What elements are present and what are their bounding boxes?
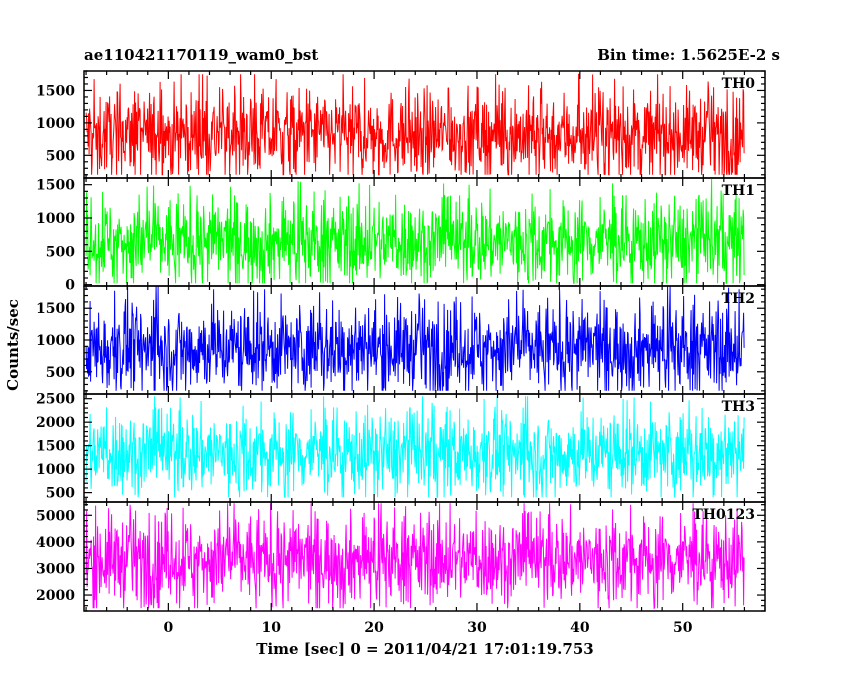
panel-th2: 500 1000 1500 TH2 — [36, 285, 766, 395]
panels-group: 500 1000 1500 TH0 0 500 1000 1500 TH1 500 1000 1500… — [36, 70, 766, 612]
y-tick-label: 500 — [46, 486, 75, 502]
y-tick-label: 1500 — [36, 178, 75, 194]
panel-label: TH0123 — [692, 507, 755, 523]
series-th0123 — [85, 503, 745, 610]
y-tick-label: 500 — [46, 148, 75, 164]
y-tick-label: 1000 — [36, 116, 75, 132]
y-tick-label: 2000 — [36, 415, 75, 431]
panel-th3: 500 1000 1500 2000 2500 TH3 — [36, 392, 766, 503]
panel-label: TH3 — [722, 399, 755, 415]
panel-label: TH1 — [722, 183, 755, 199]
y-tick-label: 1500 — [36, 301, 75, 317]
y-tick-label: 500 — [46, 244, 75, 260]
y-tick-label: 1000 — [36, 211, 75, 227]
series-th1 — [85, 178, 745, 284]
x-tick-label: 50 — [673, 620, 693, 636]
panel-label: TH0 — [722, 76, 756, 92]
panel-th0: 500 1000 1500 TH0 — [36, 70, 766, 179]
x-tick-label: 40 — [570, 620, 590, 636]
y-tick-label: 1000 — [36, 462, 75, 478]
y-tick-label: 0 — [65, 278, 75, 294]
series-th0 — [85, 73, 745, 176]
panel-th0123: 2000 3000 4000 5000 TH0123 — [36, 501, 766, 612]
panel-label: TH2 — [722, 291, 755, 307]
series-th2 — [85, 286, 745, 391]
y-tick-label: 4000 — [36, 535, 75, 551]
x-tick-label: 20 — [364, 620, 384, 636]
x-axis-label: Time [sec] 0 = 2011/04/21 17:01:19.753 — [256, 640, 593, 658]
y-tick-label: 1500 — [36, 439, 75, 455]
panel-frame — [83, 501, 766, 612]
x-tick-labels: 0 10 20 30 40 50 — [163, 620, 692, 636]
observation-id-title: ae110421170119_wam0_bst — [84, 46, 318, 64]
y-tick-label: 2500 — [36, 392, 75, 408]
y-tick-label: 1000 — [36, 333, 75, 349]
bin-time-label: Bin time: 1.5625E-2 s — [597, 46, 780, 64]
y-tick-label: 3000 — [36, 561, 75, 577]
x-tick-label: 10 — [261, 620, 281, 636]
y-axis-label: Counts/sec — [4, 299, 22, 391]
y-tick-label: 1500 — [36, 83, 75, 99]
x-tick-label: 30 — [467, 620, 487, 636]
panel-th1: 0 500 1000 1500 TH1 — [36, 177, 766, 294]
y-tick-label: 2000 — [36, 588, 75, 604]
series-th3 — [85, 396, 745, 498]
y-tick-label: 500 — [46, 365, 75, 381]
x-tick-label: 0 — [163, 620, 173, 636]
y-tick-label: 5000 — [36, 508, 75, 524]
